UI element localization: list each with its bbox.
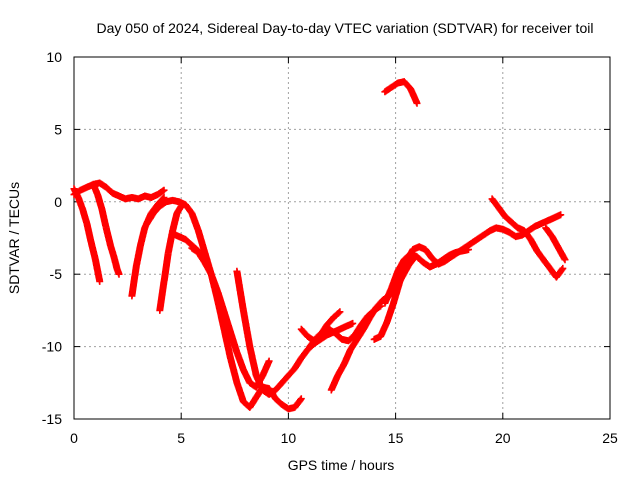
data-point	[357, 313, 371, 329]
data-points	[70, 78, 569, 413]
data-point	[413, 99, 421, 107]
data-point	[96, 277, 104, 285]
data-point	[79, 205, 90, 226]
data-point	[329, 309, 343, 322]
data-point	[413, 253, 427, 266]
y-tick-label: 0	[54, 194, 62, 210]
data-point	[132, 243, 144, 271]
x-axis-label: GPS time / hours	[288, 457, 395, 473]
data-point	[233, 379, 247, 404]
data-point	[83, 220, 95, 245]
y-tick-label: 5	[54, 121, 62, 137]
x-tick-label: 15	[388, 430, 404, 446]
axis-ticks: 0 5 10 15 20 25 -15 -10 -5 0 5 10	[42, 49, 618, 446]
data-point	[364, 307, 377, 320]
data-point	[259, 358, 273, 380]
data-point	[394, 257, 407, 275]
data-point	[194, 247, 202, 255]
data-point	[128, 264, 140, 300]
data-point	[272, 380, 285, 394]
x-tick-label: 0	[70, 430, 78, 446]
data-point	[91, 256, 103, 284]
y-tick-label: -15	[42, 411, 62, 427]
chart-title: Day 050 of 2024, Sidereal Day-to-day VTE…	[97, 20, 594, 36]
x-tick-label: 10	[281, 430, 297, 446]
data-point	[98, 205, 110, 230]
data-point	[233, 267, 247, 313]
data-point	[527, 235, 540, 254]
data-point	[284, 365, 298, 380]
y-axis-label: SDTVAR / TECUs	[6, 182, 22, 294]
data-point	[336, 308, 344, 316]
data-point	[239, 306, 254, 349]
data-point	[106, 241, 118, 262]
data-point	[94, 191, 105, 212]
data-point	[383, 300, 397, 326]
y-tick-label: 10	[46, 49, 62, 65]
data-point	[501, 212, 514, 225]
data-point	[387, 269, 401, 293]
data-point	[188, 209, 202, 233]
data-point	[377, 302, 385, 310]
y-tick-label: -10	[42, 339, 62, 355]
data-point	[507, 218, 521, 231]
data-point	[137, 225, 148, 249]
data-point	[561, 256, 569, 264]
y-tick-label: -5	[50, 266, 63, 282]
data-point	[246, 343, 260, 378]
data-point	[407, 85, 420, 106]
data-point	[377, 319, 390, 340]
data-point	[340, 347, 354, 368]
x-tick-label: 20	[495, 430, 511, 446]
data-point	[252, 372, 266, 393]
data-point	[233, 348, 247, 372]
data-point	[115, 270, 123, 278]
data-point	[327, 373, 341, 394]
data-point	[207, 270, 221, 294]
data-point	[555, 244, 568, 263]
data-point	[381, 286, 395, 307]
gridlines	[74, 57, 610, 419]
data-point	[227, 354, 241, 385]
data-point	[156, 279, 168, 314]
data-point	[323, 315, 336, 329]
data-point	[349, 319, 357, 327]
data-point	[220, 325, 234, 361]
data-point	[102, 224, 114, 248]
data-point	[400, 78, 414, 92]
data-point	[278, 373, 291, 387]
data-point	[265, 357, 273, 365]
plot-frame	[73, 56, 611, 420]
data-point	[548, 233, 562, 251]
data-point	[160, 186, 168, 194]
data-point	[297, 325, 311, 339]
data-point	[87, 238, 99, 262]
data-point	[297, 347, 311, 362]
data-point	[559, 264, 567, 272]
data-point	[149, 203, 163, 217]
x-tick-label: 25	[602, 430, 618, 446]
data-point	[325, 325, 338, 337]
data-point	[201, 259, 215, 277]
data-point	[334, 361, 347, 380]
data-point	[332, 330, 345, 342]
x-tick-label: 5	[177, 430, 185, 446]
data-point	[557, 211, 565, 219]
data-point	[465, 246, 472, 254]
data-point	[239, 366, 253, 386]
data-point	[160, 250, 172, 285]
data-point	[297, 395, 305, 403]
